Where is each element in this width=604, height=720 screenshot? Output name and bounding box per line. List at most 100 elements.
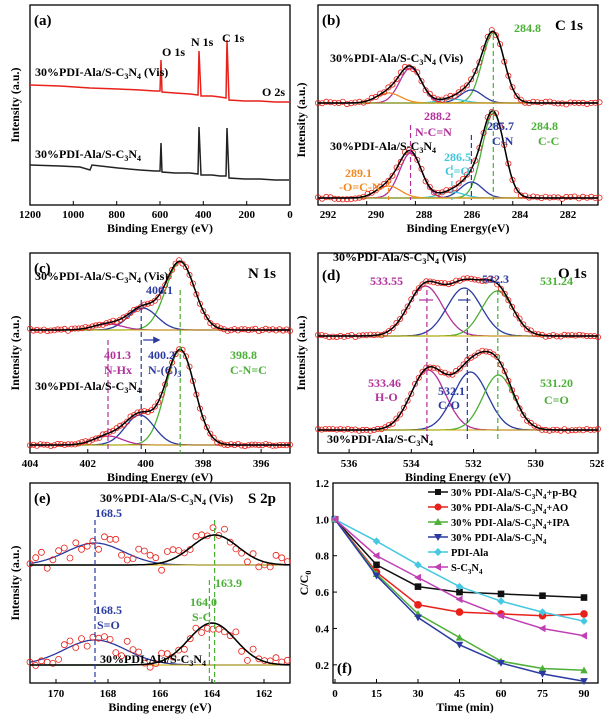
d-fresh-sample-label: 30%PDI-Ala/S-C3N4 [327, 432, 433, 448]
b-vis-data-point [468, 76, 475, 83]
d-vis-data-point [524, 326, 531, 333]
c-vis-sample-label: 30%PDI-Ala/S-C3N4 (Vis) [35, 269, 168, 285]
e-vis-data-point [243, 558, 251, 566]
d-fresh-data-point [356, 427, 363, 434]
c-vis-data-point [120, 314, 127, 321]
panel-f-axes: 0 15 30 45 60 75 90 0.2 0.4 0.6 0.8 1.0 1.2 [315, 478, 590, 700]
e-fresh-data-point [283, 656, 291, 664]
f-series-4-point [497, 659, 505, 667]
c-vis-data-point [241, 326, 248, 333]
d-vis-data-point [561, 331, 568, 338]
b-vis-data-point [584, 101, 591, 108]
panel-f-xlabel: Time (min) [436, 700, 493, 714]
b-286.5-label: 286.5 [444, 150, 471, 164]
d-fresh-data-point [494, 353, 501, 360]
d-fresh-data-point [505, 377, 512, 384]
panel-a-tag: (a) [34, 13, 52, 29]
svg-text:30% PDI-Ala/S-C3N4: 30% PDI-Ala/S-C3N4 [451, 533, 547, 546]
e-vis-data-point [140, 547, 148, 555]
b-vis-data-point [372, 93, 379, 100]
panel-a-fresh-label: 30%PDI-Ala/S-C3N4 [35, 147, 141, 163]
c-fresh-data-point [124, 418, 131, 425]
b-vis-data-point [455, 89, 462, 96]
e-fresh-data-point [186, 635, 194, 643]
d-vis-data-point [520, 321, 527, 328]
d-vis-data-point [441, 280, 448, 287]
f-series-4-point [372, 572, 381, 580]
panel-c-ylabel: Intensity (a.u.) [8, 315, 22, 390]
e-fresh-data-point [112, 649, 120, 656]
f-series-5-point [372, 537, 381, 545]
panel-c-element: N 1s [248, 266, 276, 282]
b-fresh-data-point [513, 187, 520, 194]
c-vis-data-point [262, 325, 269, 332]
e-fresh-data-point [55, 656, 62, 663]
c-fresh-data-point [151, 403, 158, 410]
d-fresh-data-point [400, 404, 407, 411]
e-fresh-data-point [140, 659, 148, 667]
b-289.1-label: 289.1 [345, 166, 372, 180]
e-vis-data-point [49, 556, 57, 564]
f-series-6-point [580, 631, 588, 640]
e-vis-envelope [30, 534, 290, 566]
panel-c-xlabel: Binding Energy (eV) [107, 470, 213, 484]
f-series-5-point [455, 582, 464, 591]
c-fresh-data-point [241, 443, 248, 450]
d-fresh-data-point [595, 425, 602, 432]
d-xtick-528: 528 [590, 458, 604, 470]
svg-text:PDI-Ala: PDI-Ala [451, 548, 489, 559]
panel-b-tag: (b) [322, 13, 340, 29]
c-fresh-data-point [117, 422, 124, 429]
d-fresh-data-point [404, 397, 411, 404]
f-series-2-point [414, 601, 422, 609]
b-fresh-data-point [339, 196, 346, 203]
e-vis-data-point [95, 545, 102, 553]
c-fresh-data-point [210, 434, 217, 441]
c-fresh-data-point [89, 436, 96, 443]
b-vis-data-point [410, 66, 417, 73]
f-series-4-point [538, 670, 547, 678]
panel-a-peak-labels: O 1s N 1s C 1s O 2s [162, 31, 285, 99]
e-fresh-data-point [232, 628, 240, 636]
e-fresh-data-point [272, 654, 280, 662]
b-vis-sample-label: 30%PDI-Ala/S-C3N4 (Vis) [330, 51, 463, 67]
e-vis-data-point [43, 564, 51, 572]
c-fresh-data-point [37, 441, 44, 448]
panel-c-tag: (c) [34, 261, 51, 277]
d-vis-data-point [367, 331, 374, 338]
c-vis-data-point [169, 266, 176, 273]
d-vis-data-point [419, 281, 426, 288]
panel-b-element: C 1s [555, 18, 583, 34]
b-fresh-data-point [426, 183, 433, 190]
panel-a-ylabel: Intensity (a.u.) [8, 67, 22, 142]
c-400.2-label: 400.2 [148, 348, 175, 362]
d-vis-data-point [494, 281, 501, 288]
c-vis-data-point [68, 325, 75, 332]
c-vis-data-point [158, 287, 165, 294]
e-vis-data-point [38, 548, 45, 556]
d-vis-data-point [516, 315, 523, 322]
b-fresh-data-point [381, 180, 388, 187]
panel-a-frame [29, 4, 291, 206]
panel-b-ylabel: Intensity (a.u.) [294, 82, 308, 157]
d-532.1-label: 532.1 [438, 384, 465, 398]
b-vis-data-point [530, 98, 537, 105]
panel-a-vis-spectrum [29, 39, 289, 103]
e-vis-data-point [129, 555, 137, 562]
d-fresh-data-point [322, 425, 329, 432]
b-vis-data-point [389, 81, 396, 88]
d-fresh-data-point [314, 425, 321, 432]
legend-item-s-c3n4: S-C3N4 [428, 563, 483, 576]
f-series-3-point [455, 633, 464, 641]
b-fresh-data-point [414, 156, 421, 163]
f-series-1-point [497, 590, 505, 598]
d-fresh-data-point [397, 411, 404, 418]
b-vis-data-point [513, 93, 520, 100]
d-vis-data-point [318, 332, 325, 339]
e-fresh-data-point [198, 629, 206, 636]
e-fresh-data-point [49, 660, 57, 667]
panel-e-ylabel: Intensity (a.u.) [8, 545, 22, 620]
e-vis-data-point [192, 532, 200, 540]
e-vis-data-point [118, 551, 125, 559]
f-xtick-label: 45 [454, 688, 466, 700]
